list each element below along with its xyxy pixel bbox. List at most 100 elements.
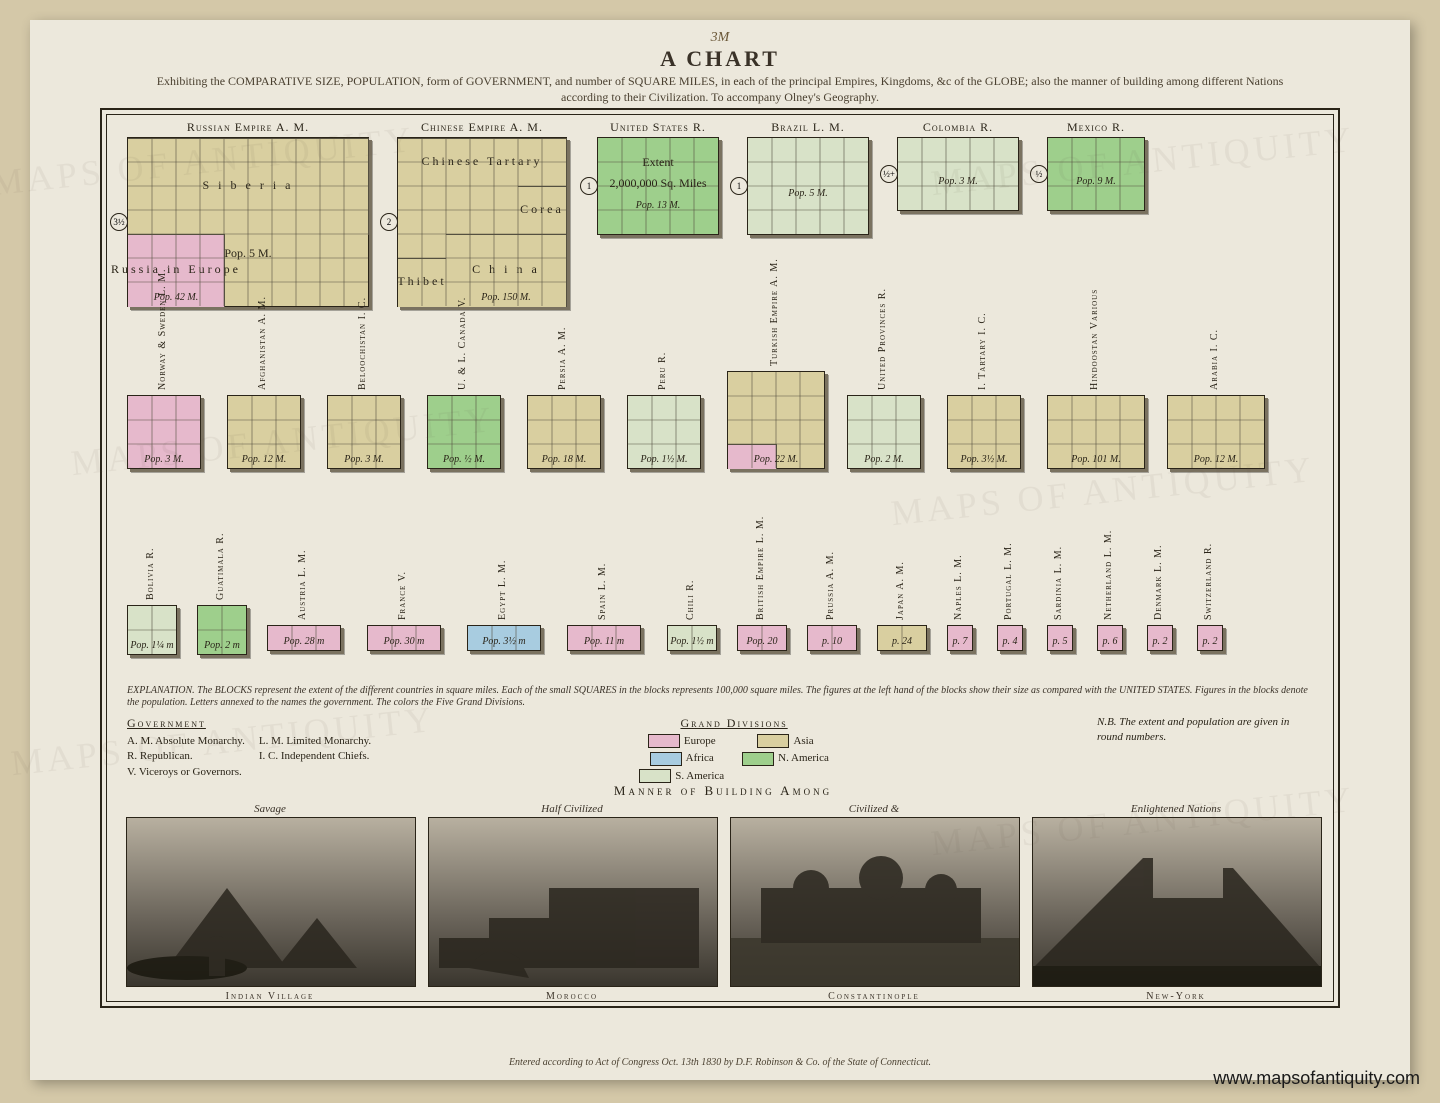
block-pop: p. 2 [1203, 636, 1218, 647]
legend-div-title: Grand Divisions [639, 715, 829, 732]
country-block: Pop. 9 M.Mexico R.½ [1047, 137, 1145, 211]
building-caption: Constantinople [730, 991, 1018, 1002]
country-block: Pop. 2 M.United Provinces R. [847, 395, 921, 469]
country-block: p. 7Naples L. M. [947, 625, 973, 651]
block-pop: Pop. 3½ m [482, 636, 525, 647]
region-label: Russia in Europe [111, 262, 241, 277]
building-section: Manner of Building Among SavageIndian Vi… [119, 783, 1327, 1002]
block-name: Hindoostan Various [1089, 289, 1100, 390]
legend-nb: N.B. The extent and population are given… [1097, 715, 1317, 784]
block-pop: p. 6 [1103, 636, 1118, 647]
chart-subtitle: Exhibiting the COMPARATIVE SIZE, POPULAT… [140, 74, 1300, 105]
country-block: Pop. 5 M.Brazil L. M.1 [747, 137, 869, 235]
block-name: Persia A. M. [557, 327, 568, 390]
block-name: I. Tartary I. C. [977, 312, 988, 390]
chart-frame: EXPLANATION. The BLOCKS represent the ex… [100, 108, 1340, 1008]
block-name: Prussia A. M. [825, 551, 836, 620]
block-name: Afghanistan A. M. [257, 296, 268, 390]
building-caption: New-York [1032, 991, 1320, 1002]
division-swatch [742, 752, 774, 766]
building-engraving [126, 817, 416, 987]
region-label: C h i n a [472, 262, 540, 277]
chart-frame-inner: EXPLANATION. The BLOCKS represent the ex… [106, 114, 1334, 1002]
division-swatch [650, 752, 682, 766]
block-pop: Pop. 3 M. [144, 454, 183, 465]
gov-legend-item: L. M. Limited Monarchy. [259, 734, 371, 749]
block-pop: Pop. 12 M. [242, 454, 286, 465]
country-block: p. 2Switzerland R. [1197, 625, 1223, 651]
country-block: Pop. 1½ M.Peru R. [627, 395, 701, 469]
block-name: Mexico R. [1067, 120, 1125, 135]
block-name: Guatimala R. [215, 533, 226, 600]
block-pop: Pop. 2 m [204, 640, 240, 651]
country-block: p. 24Japan A. M. [877, 625, 927, 651]
block-pop: Pop. 20 [746, 636, 777, 647]
block-pop: Pop. 3½ M. [961, 454, 1008, 465]
block-inside-text: Extent [642, 155, 673, 170]
country-block: p. 10Prussia A. M. [807, 625, 857, 651]
country-block: Pop. 11 mSpain L. M. [567, 625, 641, 651]
block-name: Egypt L. M. [497, 560, 508, 620]
block-pop: Pop. 2 M. [864, 454, 903, 465]
block-name: Japan A. M. [895, 561, 906, 620]
building-category: Half Civilized [428, 803, 716, 815]
index-circle: 1 [580, 177, 598, 195]
block-name: Switzerland R. [1203, 543, 1214, 620]
block-pop: Pop. 1¼ m [130, 640, 173, 651]
building-engraving [428, 817, 718, 987]
division-label: Europe [684, 735, 716, 747]
block-name: Brazil L. M. [771, 120, 845, 135]
block-pop: Pop. 22 M. [754, 454, 798, 465]
legend-government: Government A. M. Absolute Monarchy.L. M.… [127, 715, 371, 784]
country-block: Pop. 20British Empire L. M. [737, 625, 787, 651]
block-pop: Pop. ½ M. [443, 454, 485, 465]
block-name: Arabia I. C. [1209, 329, 1220, 390]
gov-legend-item: I. C. Independent Chiefs. [259, 749, 371, 764]
country-block: Pop. 18 M.Persia A. M. [527, 395, 601, 469]
division-swatch [639, 769, 671, 783]
block-name: Russian Empire A. M. [187, 120, 309, 135]
block-inside-text: Pop. 5 M. [788, 188, 827, 199]
country-block: Pop. 28 mAustria L. M. [267, 625, 341, 651]
block-pop: p. 2 [1153, 636, 1168, 647]
country-block: Pop. 3½ mEgypt L. M. [467, 625, 541, 651]
block-name: Spain L. M. [597, 563, 608, 620]
block-pop: Pop. 12 M. [1194, 454, 1238, 465]
country-block: Pop. 3 M.Colombia R.½+ [897, 137, 1019, 211]
building-panel: Civilized & Constantinople [730, 803, 1018, 1002]
block-name: United Provinces R. [877, 288, 888, 390]
block-pop: p. 7 [953, 636, 968, 647]
block-pop: Pop. 11 m [584, 636, 624, 647]
building-category: Enlightened Nations [1032, 803, 1320, 815]
division-swatch [648, 734, 680, 748]
division-label: Africa [686, 752, 714, 764]
country-block: Extent2,000,000 Sq. MilesPop. 13 M.Unite… [597, 137, 719, 235]
imprint: Entered according to Act of Congress Oct… [30, 1057, 1410, 1068]
country-block: Pop. 30 mFrance V. [367, 625, 441, 651]
legend-gov-title: Government [127, 715, 371, 732]
division-label: Asia [793, 735, 813, 747]
building-engraving [730, 817, 1020, 987]
index-circle: 1 [730, 177, 748, 195]
block-name: United States R. [610, 120, 706, 135]
division-label: S. America [675, 770, 724, 782]
chart-canvas: EXPLANATION. The BLOCKS represent the ex… [107, 115, 1333, 1001]
building-caption: Morocco [428, 991, 716, 1002]
block-name: Chili R. [685, 580, 696, 620]
country-block: Pop. ½ M.U. & L. Canada V. [427, 395, 501, 469]
explanation-text: EXPLANATION. The BLOCKS represent the ex… [127, 685, 1317, 709]
country-block: Pop. 22 M.Turkish Empire A. M. [727, 371, 825, 469]
block-name: Peru R. [657, 352, 668, 390]
country-block: Pop. 3½ M.I. Tartary I. C. [947, 395, 1021, 469]
index-circle: 2 [380, 213, 398, 231]
block-name: Norway & Sweden L. M. [157, 269, 168, 390]
region-label: Chinese Tartary [422, 154, 543, 169]
country-block: p. 2Denmark L. M. [1147, 625, 1173, 651]
block-name: Turkish Empire A. M. [769, 258, 780, 366]
block-name: Austria L. M. [297, 549, 308, 620]
country-block: Pop. 12 M.Arabia I. C. [1167, 395, 1265, 469]
block-name: Denmark L. M. [1153, 544, 1164, 620]
building-category: Civilized & [730, 803, 1018, 815]
block-inside-text: Pop. 3 M. [938, 176, 977, 187]
chart-title: A CHART [30, 46, 1410, 72]
